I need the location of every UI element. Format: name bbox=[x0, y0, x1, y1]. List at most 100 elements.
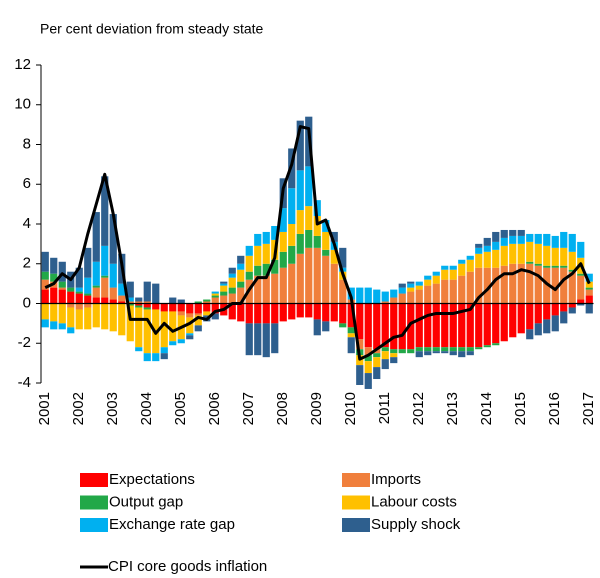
bar-segment bbox=[517, 243, 525, 264]
bar-segment bbox=[526, 329, 534, 340]
bar-segment bbox=[228, 267, 236, 274]
bar-segment bbox=[466, 255, 474, 260]
bar-segment bbox=[364, 373, 372, 389]
bar-segment bbox=[126, 305, 134, 342]
bar-segment bbox=[534, 323, 542, 336]
bar-segment bbox=[254, 303, 262, 324]
bar-segment bbox=[228, 293, 236, 304]
bar-segment bbox=[560, 303, 568, 312]
bar-segment bbox=[135, 347, 143, 352]
bar-segment bbox=[390, 303, 398, 350]
bar-segment bbox=[58, 261, 66, 282]
bar-segment bbox=[551, 303, 559, 316]
bar-segment bbox=[458, 275, 466, 304]
bar-segment bbox=[534, 263, 542, 266]
bar-segment bbox=[101, 176, 109, 246]
bar-segment bbox=[407, 349, 415, 354]
bar-segment bbox=[390, 353, 398, 358]
x-tick-label: 2009 bbox=[308, 392, 325, 425]
bar-segment bbox=[75, 291, 83, 294]
bar-segment bbox=[135, 297, 143, 302]
bar-segment bbox=[458, 351, 466, 358]
x-tick-label: 2002 bbox=[70, 392, 87, 425]
bar-segment bbox=[585, 281, 593, 288]
bar-segment bbox=[262, 263, 270, 276]
bar-segment bbox=[143, 307, 151, 310]
bar-segment bbox=[441, 279, 449, 304]
bar-segment bbox=[305, 206, 313, 230]
bar-segment bbox=[92, 212, 100, 262]
bar-segment bbox=[245, 255, 253, 272]
bar-segment bbox=[271, 225, 279, 240]
bar-segment bbox=[152, 283, 160, 304]
bar-segment bbox=[424, 303, 432, 348]
bar-segment bbox=[560, 247, 568, 266]
bar-segment bbox=[194, 313, 202, 316]
bar-segment bbox=[373, 367, 381, 380]
bar-segment bbox=[483, 237, 491, 246]
y-tick-label: 10 bbox=[14, 96, 31, 113]
bar-segment bbox=[424, 279, 432, 286]
bar-segment bbox=[407, 281, 415, 284]
bar-segment bbox=[526, 233, 534, 242]
line-series bbox=[44, 125, 591, 361]
bar-segment bbox=[254, 265, 262, 276]
bar-segment bbox=[551, 235, 559, 248]
bar-segment bbox=[186, 317, 194, 334]
bar-segment bbox=[305, 303, 313, 318]
bar-segment bbox=[551, 265, 559, 268]
bar-segment bbox=[118, 295, 126, 302]
bar-segment bbox=[101, 245, 109, 276]
bar-segment bbox=[101, 275, 109, 278]
bar-segment bbox=[160, 353, 168, 360]
bar-segment bbox=[169, 297, 177, 304]
bar-segment bbox=[271, 303, 279, 324]
bar-segment bbox=[407, 287, 415, 292]
x-tick-label: 2013 bbox=[444, 392, 461, 425]
bar-segment bbox=[279, 303, 287, 322]
bar-segment bbox=[271, 259, 279, 274]
x-tick-label: 2017 bbox=[580, 392, 597, 425]
bar-segment bbox=[475, 243, 483, 248]
bar-segment bbox=[475, 303, 483, 348]
bar-segment bbox=[203, 299, 211, 302]
bar-segment bbox=[41, 251, 49, 272]
bar-segment bbox=[254, 245, 262, 266]
bar-segment bbox=[551, 267, 559, 304]
bar-segment bbox=[585, 287, 593, 290]
bar-segment bbox=[245, 245, 253, 256]
bar-segment bbox=[254, 323, 262, 356]
bar-segment bbox=[245, 323, 253, 356]
bar-segment bbox=[288, 245, 296, 264]
bar-segment bbox=[237, 255, 245, 264]
bar-segment bbox=[67, 303, 75, 308]
bar-segment bbox=[526, 261, 534, 264]
bar-segment bbox=[534, 243, 542, 264]
legend-swatch bbox=[80, 518, 108, 532]
legend-label: CPI core goods inflation bbox=[108, 558, 267, 575]
bar-segment bbox=[560, 265, 568, 268]
bar-segment bbox=[551, 247, 559, 266]
bar-segment bbox=[143, 281, 151, 302]
x-tick-label: 2012 bbox=[410, 392, 427, 425]
legend-label: Expectations bbox=[109, 471, 195, 488]
bar-segment bbox=[262, 323, 270, 358]
bar-segment bbox=[577, 275, 585, 300]
bar-segment bbox=[407, 303, 415, 350]
bar-segment bbox=[143, 303, 151, 308]
bar-segment bbox=[415, 281, 423, 286]
bar-segment bbox=[381, 347, 389, 352]
bar-segment bbox=[322, 249, 330, 256]
bar-segment bbox=[118, 283, 126, 296]
bar-segment bbox=[296, 303, 304, 318]
bar-segment bbox=[483, 303, 491, 346]
legend-label: Imports bbox=[371, 471, 421, 488]
bar-segment bbox=[424, 275, 432, 280]
bar-segment bbox=[203, 303, 211, 312]
bar-segment bbox=[92, 287, 100, 298]
bar-segment bbox=[492, 343, 500, 346]
bar-segment bbox=[500, 237, 508, 246]
x-tick-label: 2007 bbox=[240, 392, 257, 425]
bar-segment bbox=[347, 303, 355, 328]
bar-segment bbox=[543, 265, 551, 268]
